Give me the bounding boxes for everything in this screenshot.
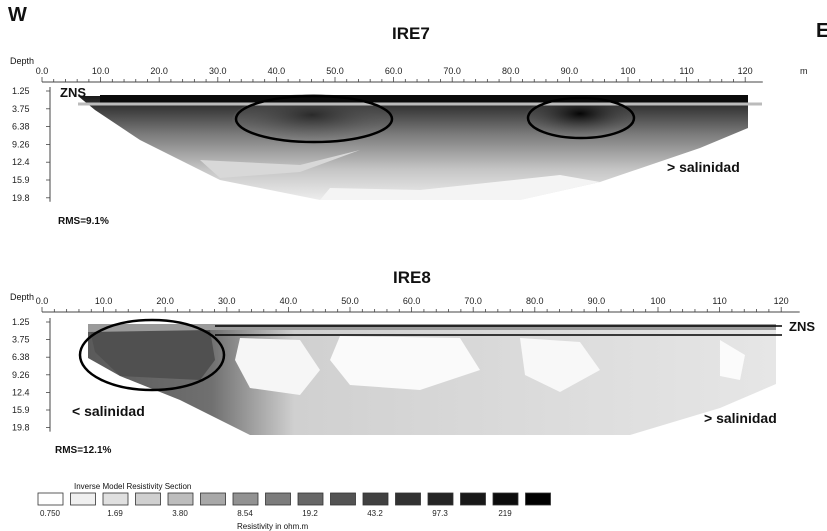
x-tick-label: 0.0 [36, 66, 49, 76]
x-tick-label: 50.0 [326, 66, 344, 76]
x-tick-label: 20.0 [150, 66, 168, 76]
x-tick-label: m [800, 66, 808, 76]
legend-title: Inverse Model Resistivity Section [74, 482, 192, 491]
legend-swatch [492, 492, 519, 506]
legend-swatch [525, 492, 551, 506]
legend-swatches: 0.750 1.69 3.80 8.54 19.2 43.2 97.3 219 [37, 492, 551, 518]
x-tick-label: 120 [774, 296, 789, 306]
top-dark-layer-ire7 [100, 95, 748, 104]
legend-swatch [135, 492, 161, 506]
legend-value-label: 43.2 [367, 509, 383, 518]
legend-swatch [362, 492, 389, 506]
annotation-right-ire7: > salinidad [667, 159, 740, 175]
legend-value-label: 1.69 [107, 509, 123, 518]
x-tick-label: 60.0 [403, 296, 421, 306]
x-tick-label: 100 [650, 296, 665, 306]
legend-swatch [70, 492, 96, 506]
annotation-right-ire8: > salinidad [704, 410, 777, 426]
depth-label-ire8: Depth [10, 292, 35, 302]
depth-tick-label: 19.8 [12, 423, 30, 433]
x-tick-label: 110 [712, 296, 726, 306]
depth-tick-label: 12.4 [12, 387, 30, 397]
x-tick-label: 100 [620, 66, 635, 76]
section-body-ire7 [78, 96, 748, 200]
rms-ire8: RMS=12.1% [55, 445, 112, 456]
annotation-left-ire8: < salinidad [72, 403, 145, 419]
x-tick-label: 90.0 [561, 66, 579, 76]
x-tick-label: 80.0 [526, 296, 544, 306]
depth-tick-label: 1.25 [12, 86, 30, 96]
x-tick-label: 50.0 [341, 296, 359, 306]
x-tick-label: 30.0 [209, 66, 227, 76]
depth-tick-label: 19.8 [12, 193, 30, 203]
profile-title-ire8: IRE8 [393, 268, 431, 287]
x-tick-label: 10.0 [95, 296, 113, 306]
x-axis-ire7: 0.0 10.0 20.0 30.0 40.0 50.0 60.0 70.0 80.0 90.0 1… [36, 66, 808, 83]
conductive-zone-right-ire7 [524, 96, 636, 140]
legend-swatch [460, 492, 486, 506]
depth-label-ire7: Depth [10, 56, 35, 66]
legend-swatch [200, 492, 226, 506]
rms-ire7: RMS=9.1% [58, 216, 109, 227]
east-label: E [816, 20, 827, 42]
depth-tick-label: 9.26 [12, 139, 30, 149]
conductive-zone-left-ire7 [232, 94, 392, 146]
x-tick-label: 40.0 [280, 296, 298, 306]
zns-label-ire8: ZNS [789, 319, 815, 334]
depth-tick-label: 6.38 [12, 122, 30, 132]
legend-swatch [427, 492, 454, 506]
depth-tick-label: 3.75 [12, 335, 30, 345]
legend-swatch [395, 492, 421, 506]
depth-tick-label: 3.75 [12, 104, 30, 114]
legend-value-label: 0.750 [40, 509, 61, 518]
x-tick-label: 30.0 [218, 296, 236, 306]
legend-unit: Resistivity in ohm.m [237, 522, 309, 531]
x-tick-label: 110 [679, 66, 693, 76]
legend-value-label: 3.80 [172, 509, 188, 518]
x-tick-label: 120 [738, 66, 753, 76]
x-tick-label: 0.0 [36, 296, 49, 306]
depth-tick-label: 6.38 [12, 352, 30, 362]
depth-tick-label: 12.4 [12, 157, 30, 167]
x-tick-label: 70.0 [443, 66, 461, 76]
depth-tick-label: 15.9 [12, 175, 30, 185]
x-tick-label: 60.0 [385, 66, 403, 76]
x-tick-label: 70.0 [464, 296, 482, 306]
profile-title-ire7: IRE7 [392, 24, 430, 43]
anomaly-circle-left-ire7 [234, 94, 394, 144]
conductive-zone-ire8 [90, 330, 215, 380]
depth-tick-label: 1.25 [12, 317, 30, 327]
legend-value-label: 97.3 [432, 509, 448, 518]
depth-axis-ire7: 1.25 3.75 6.38 9.26 12.4 15.9 19.8 [12, 86, 51, 203]
x-tick-label: 40.0 [268, 66, 286, 76]
legend-swatch [232, 492, 259, 506]
west-label: W [8, 4, 27, 26]
resistivity-section-ire7: 0.0 10.0 20.0 30.0 40.0 50.0 60.0 70.0 80.0 90.0 1… [12, 66, 808, 203]
depth-axis-ire8: 1.25 3.75 6.38 9.26 12.4 15.9 19.8 [12, 317, 51, 433]
legend-value-label: 219 [498, 509, 512, 518]
anomaly-circle-ire8 [78, 318, 226, 392]
resistivity-section-ire8: 0.0 10.0 20.0 30.0 40.0 50.0 60.0 70.0 80.0 90.0 1… [12, 296, 800, 435]
legend-swatch [330, 492, 356, 506]
legend-value-label: 19.2 [302, 509, 318, 518]
x-tick-label: 10.0 [92, 66, 110, 76]
legend-swatch [167, 492, 194, 506]
legend-swatch [37, 492, 64, 506]
depth-tick-label: 9.26 [12, 370, 30, 380]
legend-swatch [297, 492, 324, 506]
depth-tick-label: 15.9 [12, 405, 30, 415]
anomaly-circle-right-ire7 [526, 96, 636, 140]
x-tick-label: 80.0 [502, 66, 520, 76]
legend-swatch [102, 492, 129, 506]
x-tick-label: 90.0 [588, 296, 606, 306]
zns-label-ire7: ZNS [60, 85, 86, 100]
light-zone-ire7 [320, 175, 600, 200]
x-axis-ire8: 0.0 10.0 20.0 30.0 40.0 50.0 60.0 70.0 80.0 90.0 1… [36, 296, 800, 313]
x-tick-label: 20.0 [156, 296, 174, 306]
legend-value-label: 8.54 [237, 509, 253, 518]
legend-swatch [265, 492, 291, 506]
